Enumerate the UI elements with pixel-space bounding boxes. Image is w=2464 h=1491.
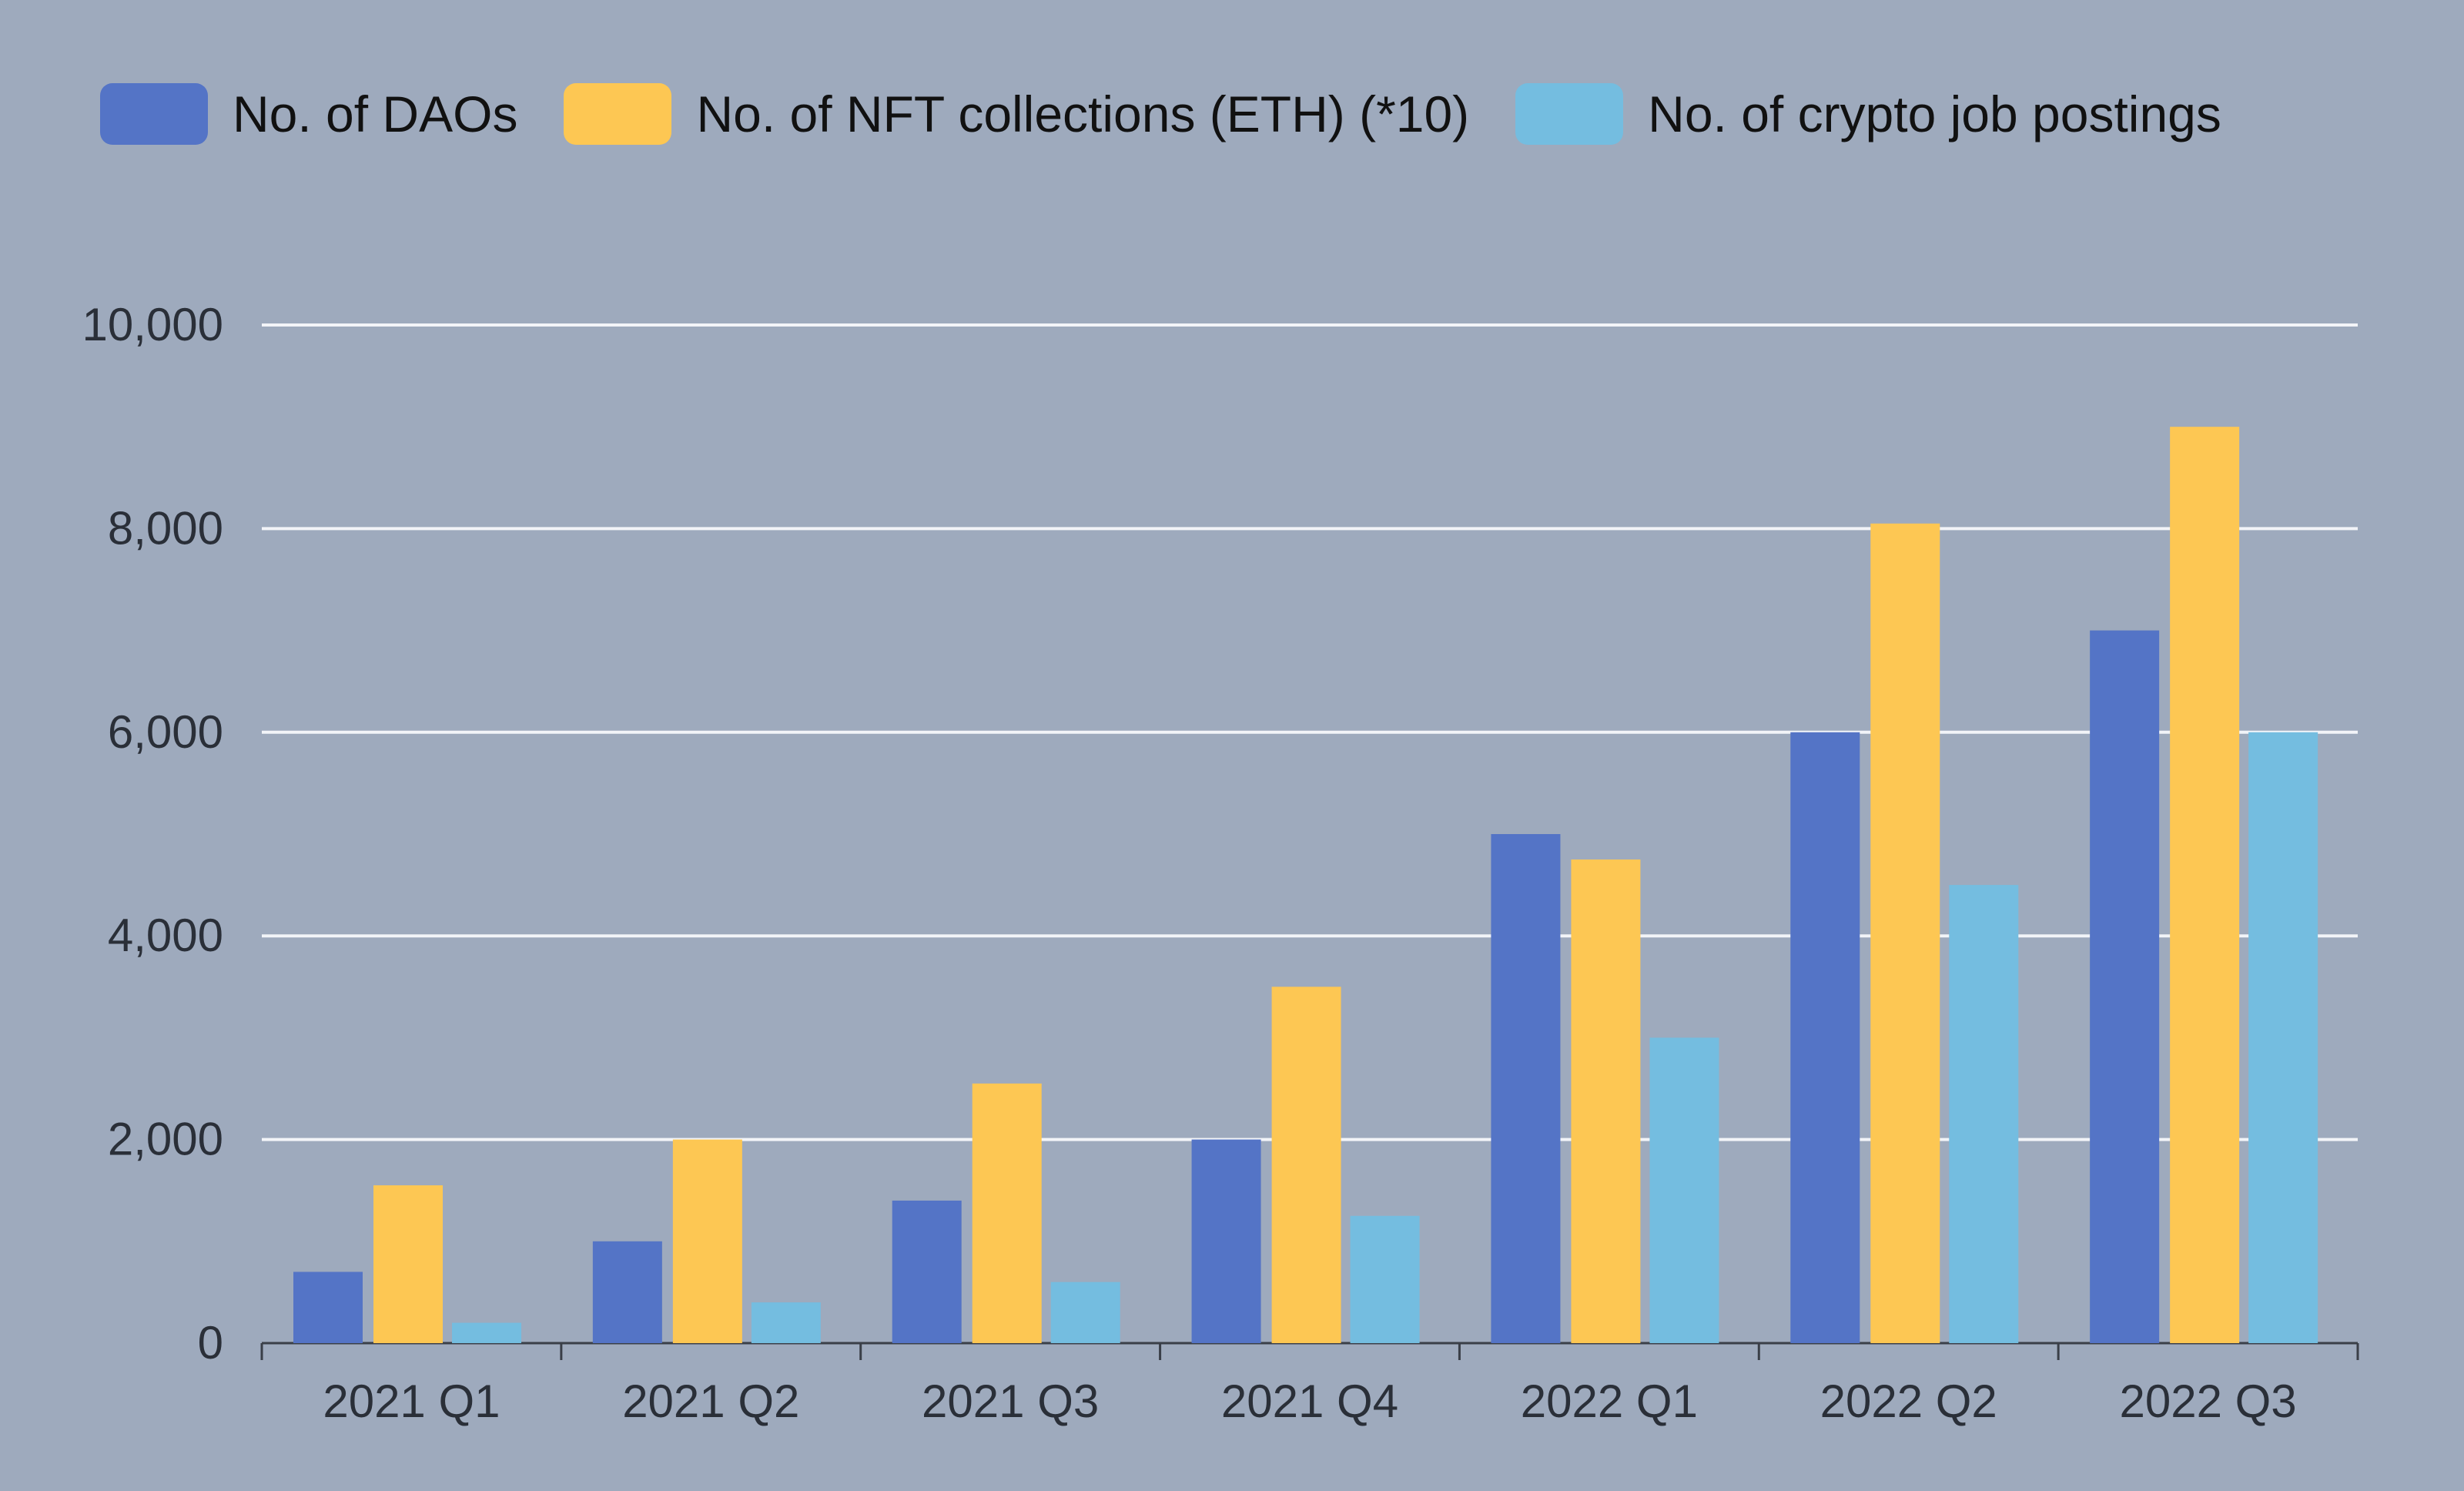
bar (2090, 630, 2160, 1343)
y-tick-label: 0 (198, 1317, 223, 1369)
bar (1050, 1282, 1120, 1343)
legend-label: No. of crypto job postings (1648, 85, 2221, 142)
bar (1350, 1215, 1420, 1343)
bar (1949, 885, 2019, 1343)
bar (1191, 1139, 1261, 1343)
x-tick-label: 2022 Q1 (1521, 1375, 1698, 1427)
bar (1491, 834, 1561, 1343)
bar (1790, 732, 1860, 1343)
bar (672, 1139, 742, 1343)
bar (452, 1322, 521, 1343)
y-tick-label: 4,000 (108, 910, 223, 961)
y-tick-label: 2,000 (108, 1114, 223, 1165)
x-tick-label: 2021 Q2 (622, 1375, 799, 1427)
legend-item: No. of crypto job postings (1515, 83, 2221, 145)
bar (592, 1241, 662, 1343)
bar (293, 1272, 363, 1343)
y-tick-label: 6,000 (108, 706, 223, 758)
bar (1571, 859, 1641, 1343)
y-tick-label: 10,000 (82, 299, 223, 350)
legend-label: No. of DAOs (233, 85, 518, 142)
legend-swatch (100, 83, 208, 145)
bar (2170, 427, 2240, 1344)
x-tick-label: 2021 Q4 (1221, 1375, 1398, 1427)
legend-swatch (1515, 83, 1624, 145)
bar (2248, 732, 2318, 1343)
bar (1870, 523, 1940, 1343)
x-tick-label: 2022 Q3 (2119, 1375, 2296, 1427)
bar (1649, 1037, 1719, 1343)
x-tick-label: 2021 Q3 (922, 1375, 1099, 1427)
legend-item: No. of NFT collections (ETH) (*10) (564, 83, 1469, 145)
bar (1271, 987, 1341, 1343)
x-tick-label: 2022 Q2 (1820, 1375, 1997, 1427)
x-tick-label: 2021 Q1 (323, 1375, 500, 1427)
legend-label: No. of NFT collections (ETH) (*10) (696, 85, 1470, 142)
bar (373, 1185, 443, 1343)
legend: No. of DAOs No. of NFT collections (ETH) … (100, 83, 2268, 145)
y-tick-label: 8,000 (108, 502, 223, 554)
bar (892, 1200, 962, 1343)
bar (972, 1083, 1042, 1343)
legend-swatch (564, 83, 672, 145)
legend-item: No. of DAOs (100, 83, 517, 145)
bar (751, 1302, 821, 1343)
